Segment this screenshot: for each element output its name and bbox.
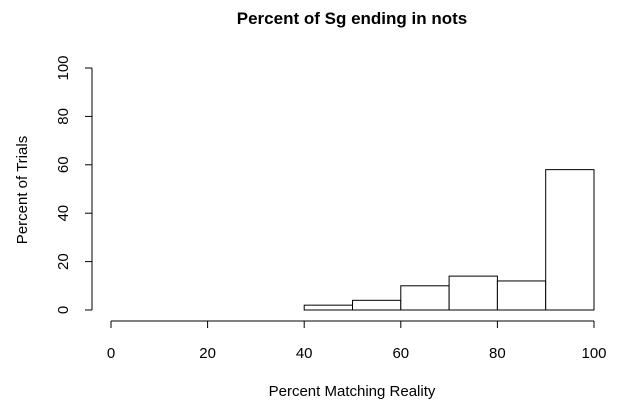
y-tick-label: 40: [55, 205, 72, 222]
x-tick-label: 80: [489, 345, 506, 362]
histogram-bar: [448, 275, 498, 311]
y-tick-label: 60: [55, 156, 72, 173]
histogram-bar: [400, 285, 450, 311]
x-tick-label: 20: [199, 345, 216, 362]
y-axis: 0 20 40 60 80 100: [55, 55, 93, 314]
x-tick-label: 0: [107, 345, 115, 362]
chart-title: Percent of Sg ending in nots: [237, 9, 467, 28]
histogram-bar: [545, 169, 595, 311]
histogram-bar: [496, 280, 547, 311]
y-tick-label: 80: [55, 108, 72, 125]
x-tick-label: 100: [581, 345, 606, 362]
histogram-bar: [303, 304, 354, 311]
y-tick-label: 100: [55, 55, 72, 80]
x-axis: 0 20 40 60 80 100: [107, 320, 607, 362]
y-axis-label: Percent of Trials: [14, 136, 31, 244]
x-tick-label: 40: [296, 345, 313, 362]
y-tick-label: 0: [55, 306, 72, 314]
bars-group: [303, 169, 595, 311]
x-axis-label: Percent Matching Reality: [269, 383, 436, 400]
y-tick-label: 20: [55, 253, 72, 270]
x-tick-label: 60: [392, 345, 409, 362]
histogram-bar: [352, 299, 402, 311]
